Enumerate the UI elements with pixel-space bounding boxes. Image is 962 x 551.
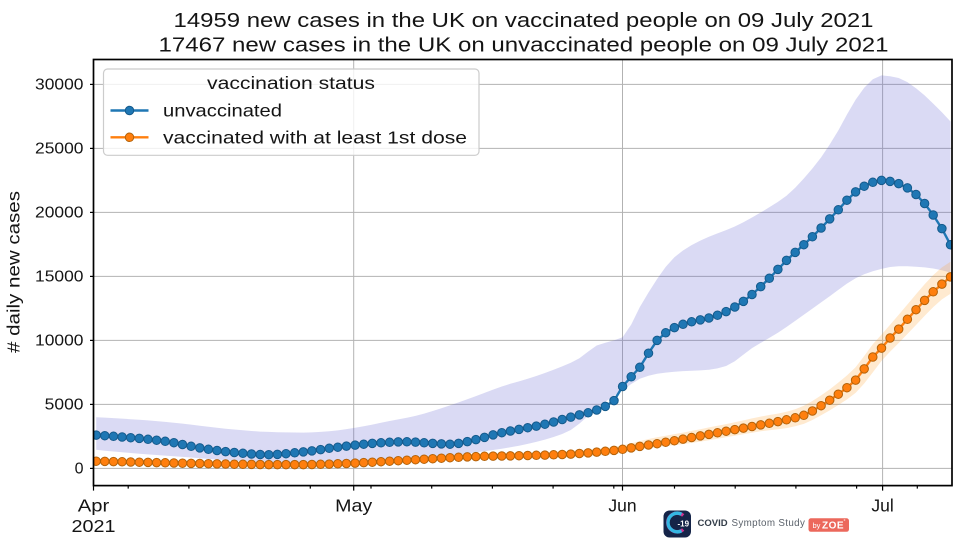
svg-text:May: May [335,496,372,516]
svg-text:COVID: COVID [698,518,728,529]
svg-text:Jun: Jun [608,496,636,516]
svg-text:2021: 2021 [72,516,116,536]
svg-text:unvaccinated: unvaccinated [163,101,282,121]
svg-text:14959 new cases in the UK on v: 14959 new cases in the UK on vaccinated … [174,10,874,32]
svg-text:30000: 30000 [35,76,84,93]
svg-text:20000: 20000 [35,204,84,221]
svg-text:vaccinated with at least 1st d: vaccinated with at least 1st dose [163,127,467,147]
svg-text:25000: 25000 [35,140,84,157]
svg-text:ZOE: ZOE [822,520,844,531]
svg-text:by: by [813,521,821,530]
svg-text:10000: 10000 [35,332,84,349]
svg-text:Apr: Apr [78,496,110,516]
svg-text:Symptom Study: Symptom Study [732,518,806,529]
svg-text:vaccination status: vaccination status [207,73,375,93]
svg-text:15000: 15000 [35,268,84,285]
svg-text:# daily new cases: # daily new cases [4,191,24,353]
svg-text:-19: -19 [678,520,690,529]
svg-text:0: 0 [75,460,84,477]
svg-text:5000: 5000 [45,396,84,413]
svg-text:17467 new cases in the UK on u: 17467 new cases in the UK on unvaccinate… [159,34,889,56]
svg-text:°: ° [844,519,846,525]
svg-text:Jul: Jul [871,496,893,516]
